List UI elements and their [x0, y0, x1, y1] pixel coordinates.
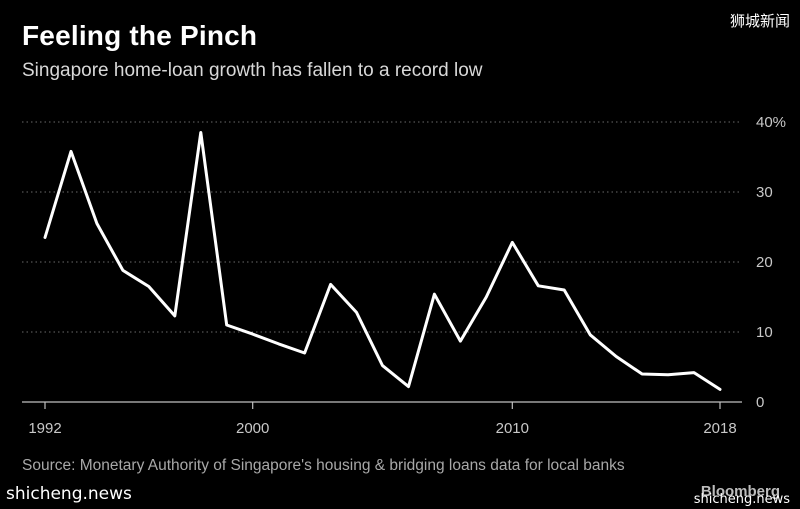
- source-note: Source: Monetary Authority of Singapore'…: [22, 457, 625, 474]
- watermark-bottom-right: shicheng.news: [693, 492, 790, 507]
- y-tick-label: 30: [756, 184, 773, 201]
- y-tick-label: 10: [756, 324, 773, 341]
- y-tick-label: 40%: [756, 114, 786, 131]
- x-tick-label: 2010: [496, 420, 529, 437]
- watermark-top-right: 狮城新闻: [729, 12, 790, 30]
- x-tick-label: 1992: [28, 420, 61, 437]
- chart-subtitle: Singapore home-loan growth has fallen to…: [22, 60, 483, 81]
- x-axis: [22, 401, 742, 409]
- brand-logo: Bloomberg: [700, 483, 780, 500]
- y-tick-label: 0: [756, 394, 764, 411]
- series-layer: [43, 131, 722, 391]
- x-tick-label: 2018: [703, 420, 736, 437]
- series-line: [43, 131, 722, 391]
- x-tick-labels: 1992 2000 2010 2018: [28, 420, 736, 437]
- chart-title: Feeling the Pinch: [22, 20, 258, 51]
- y-tick-label: 20: [756, 254, 773, 271]
- x-tick-label: 2000: [236, 420, 269, 437]
- watermark-bottom-left: shicheng.news: [6, 484, 132, 504]
- y-tick-labels: 0 10 20 30 40%: [756, 114, 786, 411]
- grid-lines: [22, 121, 742, 333]
